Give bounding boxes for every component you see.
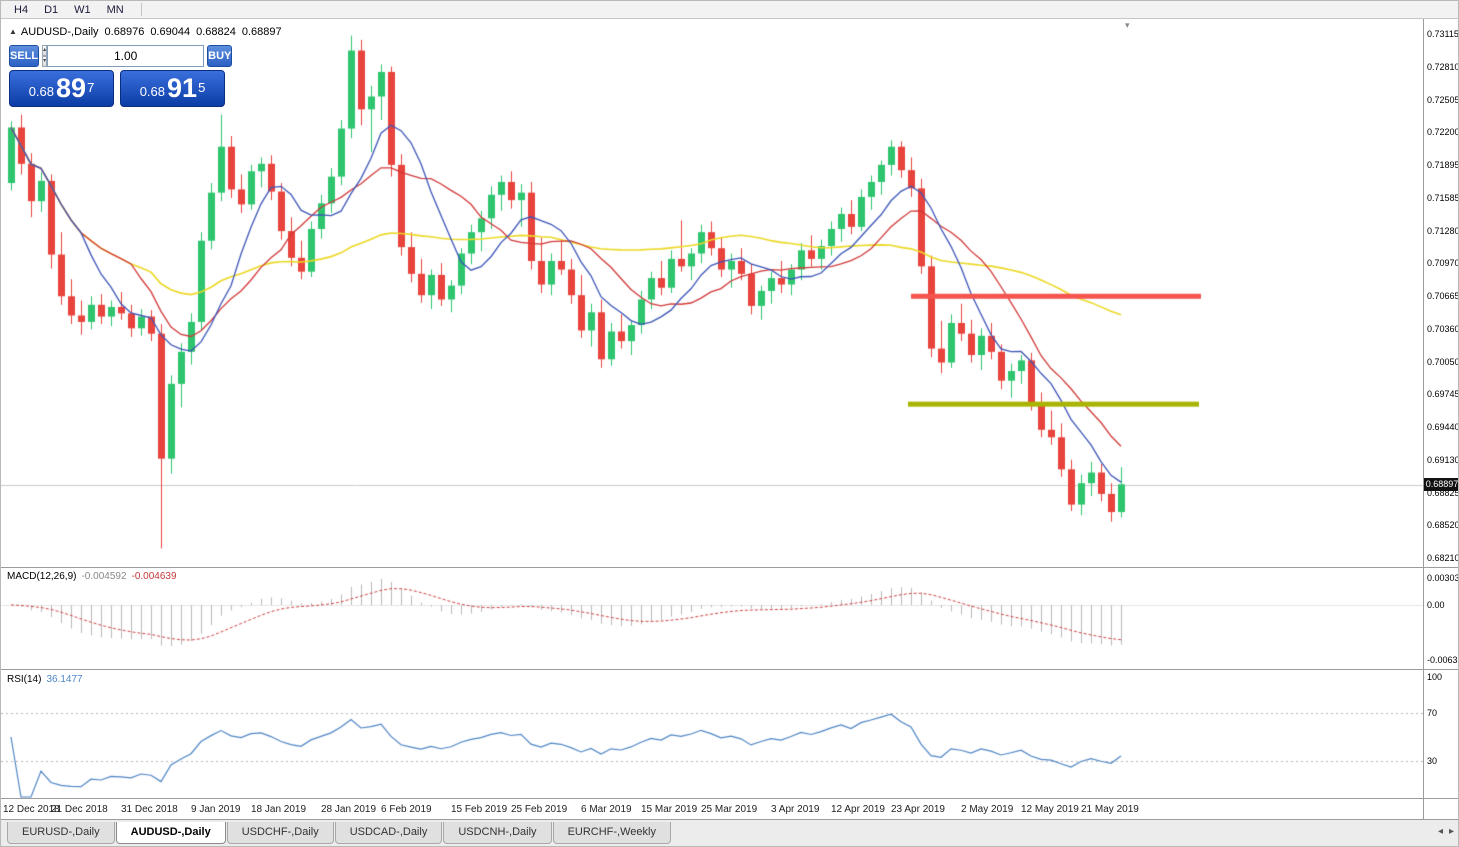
date-tick-label: 25 Feb 2019 (511, 804, 568, 815)
chart-tab-eurchfweekly[interactable]: EURCHF-,Weekly (552, 822, 671, 844)
ohlc-close: 0.68897 (241, 26, 282, 38)
date-axis[interactable]: 12 Dec 2018 21 Dec 2018 31 Dec 2018 9 Jan 2… (1, 799, 1423, 819)
date-tick-label: 12 Apr 2019 (831, 804, 885, 815)
tab-scroll-arrows: ◂ ▸ (1438, 826, 1454, 837)
volume-input[interactable] (47, 45, 205, 67)
sell-big-figure: 0.68 (28, 84, 55, 99)
panel-separator[interactable] (1, 567, 1458, 568)
date-tick-label: 23 Apr 2019 (891, 804, 945, 815)
panel-separator (1, 819, 1458, 820)
chart-title: ▲ AUDUSD-,Daily 0.68976 0.69044 0.68824 0.688… (9, 26, 282, 38)
panel-separator (1, 798, 1458, 799)
sell-price-box[interactable]: 0.68 89 7 (9, 70, 114, 107)
date-tick-label: 21 May 2019 (1081, 804, 1139, 815)
buy-big-figure: 0.68 (139, 84, 166, 99)
buy-price-box[interactable]: 0.68 91 5 (120, 70, 225, 107)
date-tick-label: 18 Jan 2019 (251, 804, 307, 815)
tab-scroll-left-icon[interactable]: ◂ (1437, 826, 1443, 837)
toolbar-separator (140, 3, 142, 16)
chart-tab-usdchfdaily[interactable]: USDCHF-,Daily (226, 822, 334, 844)
date-tick-label: 12 May 2019 (1021, 804, 1079, 815)
price-axis-label: 0.69745 (1427, 389, 1459, 400)
timeframe-button-d1[interactable]: D1 (44, 3, 59, 16)
current-price-label: 0.68897 (1424, 478, 1459, 492)
date-tick-label: 12 Dec 2018 (3, 804, 60, 815)
panel-separator[interactable] (1, 669, 1458, 670)
price-axis-label: 0.70665 (1427, 291, 1459, 301)
price-axis-label: 0.72810 (1427, 61, 1459, 72)
price-axis-label: 0.72505 (1427, 94, 1459, 105)
timeframe-button-h4[interactable]: H4 (14, 3, 29, 16)
date-tick-label: 3 Apr 2019 (771, 804, 820, 815)
ohlc-high: 0.69044 (150, 26, 191, 38)
chart-tab-usdcnhdaily[interactable]: USDCNH-,Daily (443, 822, 552, 844)
one-click-trading-panel: SELL ▴ ▾ BUY 0.68 89 7 0.68 91 5 (9, 45, 233, 107)
chart-tab-eurusddaily[interactable]: EURUSD-,Daily (7, 822, 115, 844)
macd-label: MACD(12,26,9) -0.004592 -0.004639 (7, 571, 177, 582)
rsi-axis-label: 70 (1427, 708, 1438, 718)
price-axis-label: 0.70360 (1427, 323, 1459, 334)
price-axis-label: 0.69440 (1427, 422, 1459, 432)
rsi-axis-label: 100 (1427, 672, 1443, 682)
price-axis-label: 0.73115 (1427, 29, 1459, 39)
price-axis-label: 0.68210 (1427, 553, 1459, 563)
chart-tab-bar: EURUSD-,Daily AUDUSD-,Daily USDCHF-,Daily U… (1, 820, 1458, 846)
macd-axis-label: 0.00303 (1427, 573, 1459, 583)
date-tick-label: 2 May 2019 (961, 804, 1014, 815)
timeframe-toolbar: H4 D1 W1 MN (1, 1, 1458, 19)
sell-pips: 89 (56, 73, 87, 103)
price-axis-label: 0.71280 (1427, 225, 1459, 236)
rsi-value: 36.1477 (46, 674, 83, 685)
price-axis-label: 0.68825 (1427, 487, 1459, 498)
macd-axis-label: 0.00 (1427, 600, 1445, 610)
price-axis-label: 0.69130 (1427, 454, 1459, 465)
macd-axis-label: -0.00631 (1427, 655, 1459, 665)
rsi-label: RSI(14) 36.1477 (7, 674, 83, 685)
price-axis-label: 0.70970 (1427, 258, 1459, 269)
price-axis-label: 0.71895 (1427, 160, 1459, 170)
date-tick-label: 21 Dec 2018 (51, 804, 108, 815)
sell-button[interactable]: SELL (9, 45, 40, 67)
buy-pipette: 5 (198, 80, 206, 95)
tab-scroll-right-icon[interactable]: ▸ (1448, 826, 1454, 837)
volume-down-icon[interactable]: ▾ (42, 56, 48, 67)
date-tick-label: 31 Dec 2018 (121, 804, 178, 815)
volume-up-icon[interactable]: ▴ (42, 45, 48, 56)
sell-pipette: 7 (87, 80, 95, 95)
chart-shift-marker-icon[interactable]: ▾ (1125, 20, 1130, 30)
timeframe-button-w1[interactable]: W1 (74, 3, 91, 16)
price-chart-canvas[interactable] (1, 19, 1423, 567)
macd-name: MACD(12,26,9) (7, 571, 77, 582)
buy-pips: 91 (167, 73, 198, 103)
price-axis-label: 0.68520 (1427, 520, 1459, 531)
rsi-indicator-canvas[interactable] (1, 671, 1423, 798)
buy-button[interactable]: BUY (207, 45, 233, 67)
macd-main-value: -0.004592 (81, 571, 127, 582)
rsi-axis-label: 30 (1427, 756, 1438, 766)
ohlc-open: 0.68976 (104, 26, 145, 38)
macd-indicator-canvas[interactable] (1, 569, 1423, 669)
timeframe-button-mn[interactable]: MN (106, 3, 124, 16)
one-click-panel-toggle-icon[interactable]: ▲ (9, 27, 17, 36)
rsi-name: RSI(14) (7, 674, 42, 685)
date-tick-label: 6 Feb 2019 (381, 804, 432, 815)
date-tick-label: 15 Feb 2019 (451, 804, 508, 815)
price-axis-label: 0.72200 (1427, 127, 1459, 138)
price-axis-label: 0.71585 (1427, 192, 1459, 203)
chart-tab-audusddaily[interactable]: AUDUSD-,Daily (115, 822, 226, 844)
date-tick-label: 15 Mar 2019 (641, 804, 698, 815)
macd-signal-value: -0.004639 (131, 571, 177, 582)
price-axis-label: 0.70050 (1427, 356, 1459, 367)
date-tick-label: 9 Jan 2019 (191, 804, 241, 815)
chart-symbol: AUDUSD-,Daily (20, 26, 99, 38)
chart-tab-usdcaddaily[interactable]: USDCAD-,Daily (334, 822, 443, 844)
ohlc-low: 0.68824 (196, 26, 236, 38)
price-axis-separator (1423, 19, 1424, 819)
date-tick-label: 25 Mar 2019 (701, 804, 758, 815)
date-tick-label: 6 Mar 2019 (581, 804, 632, 815)
date-tick-label: 28 Jan 2019 (321, 804, 377, 815)
volume-stepper: ▴ ▾ (42, 45, 48, 67)
